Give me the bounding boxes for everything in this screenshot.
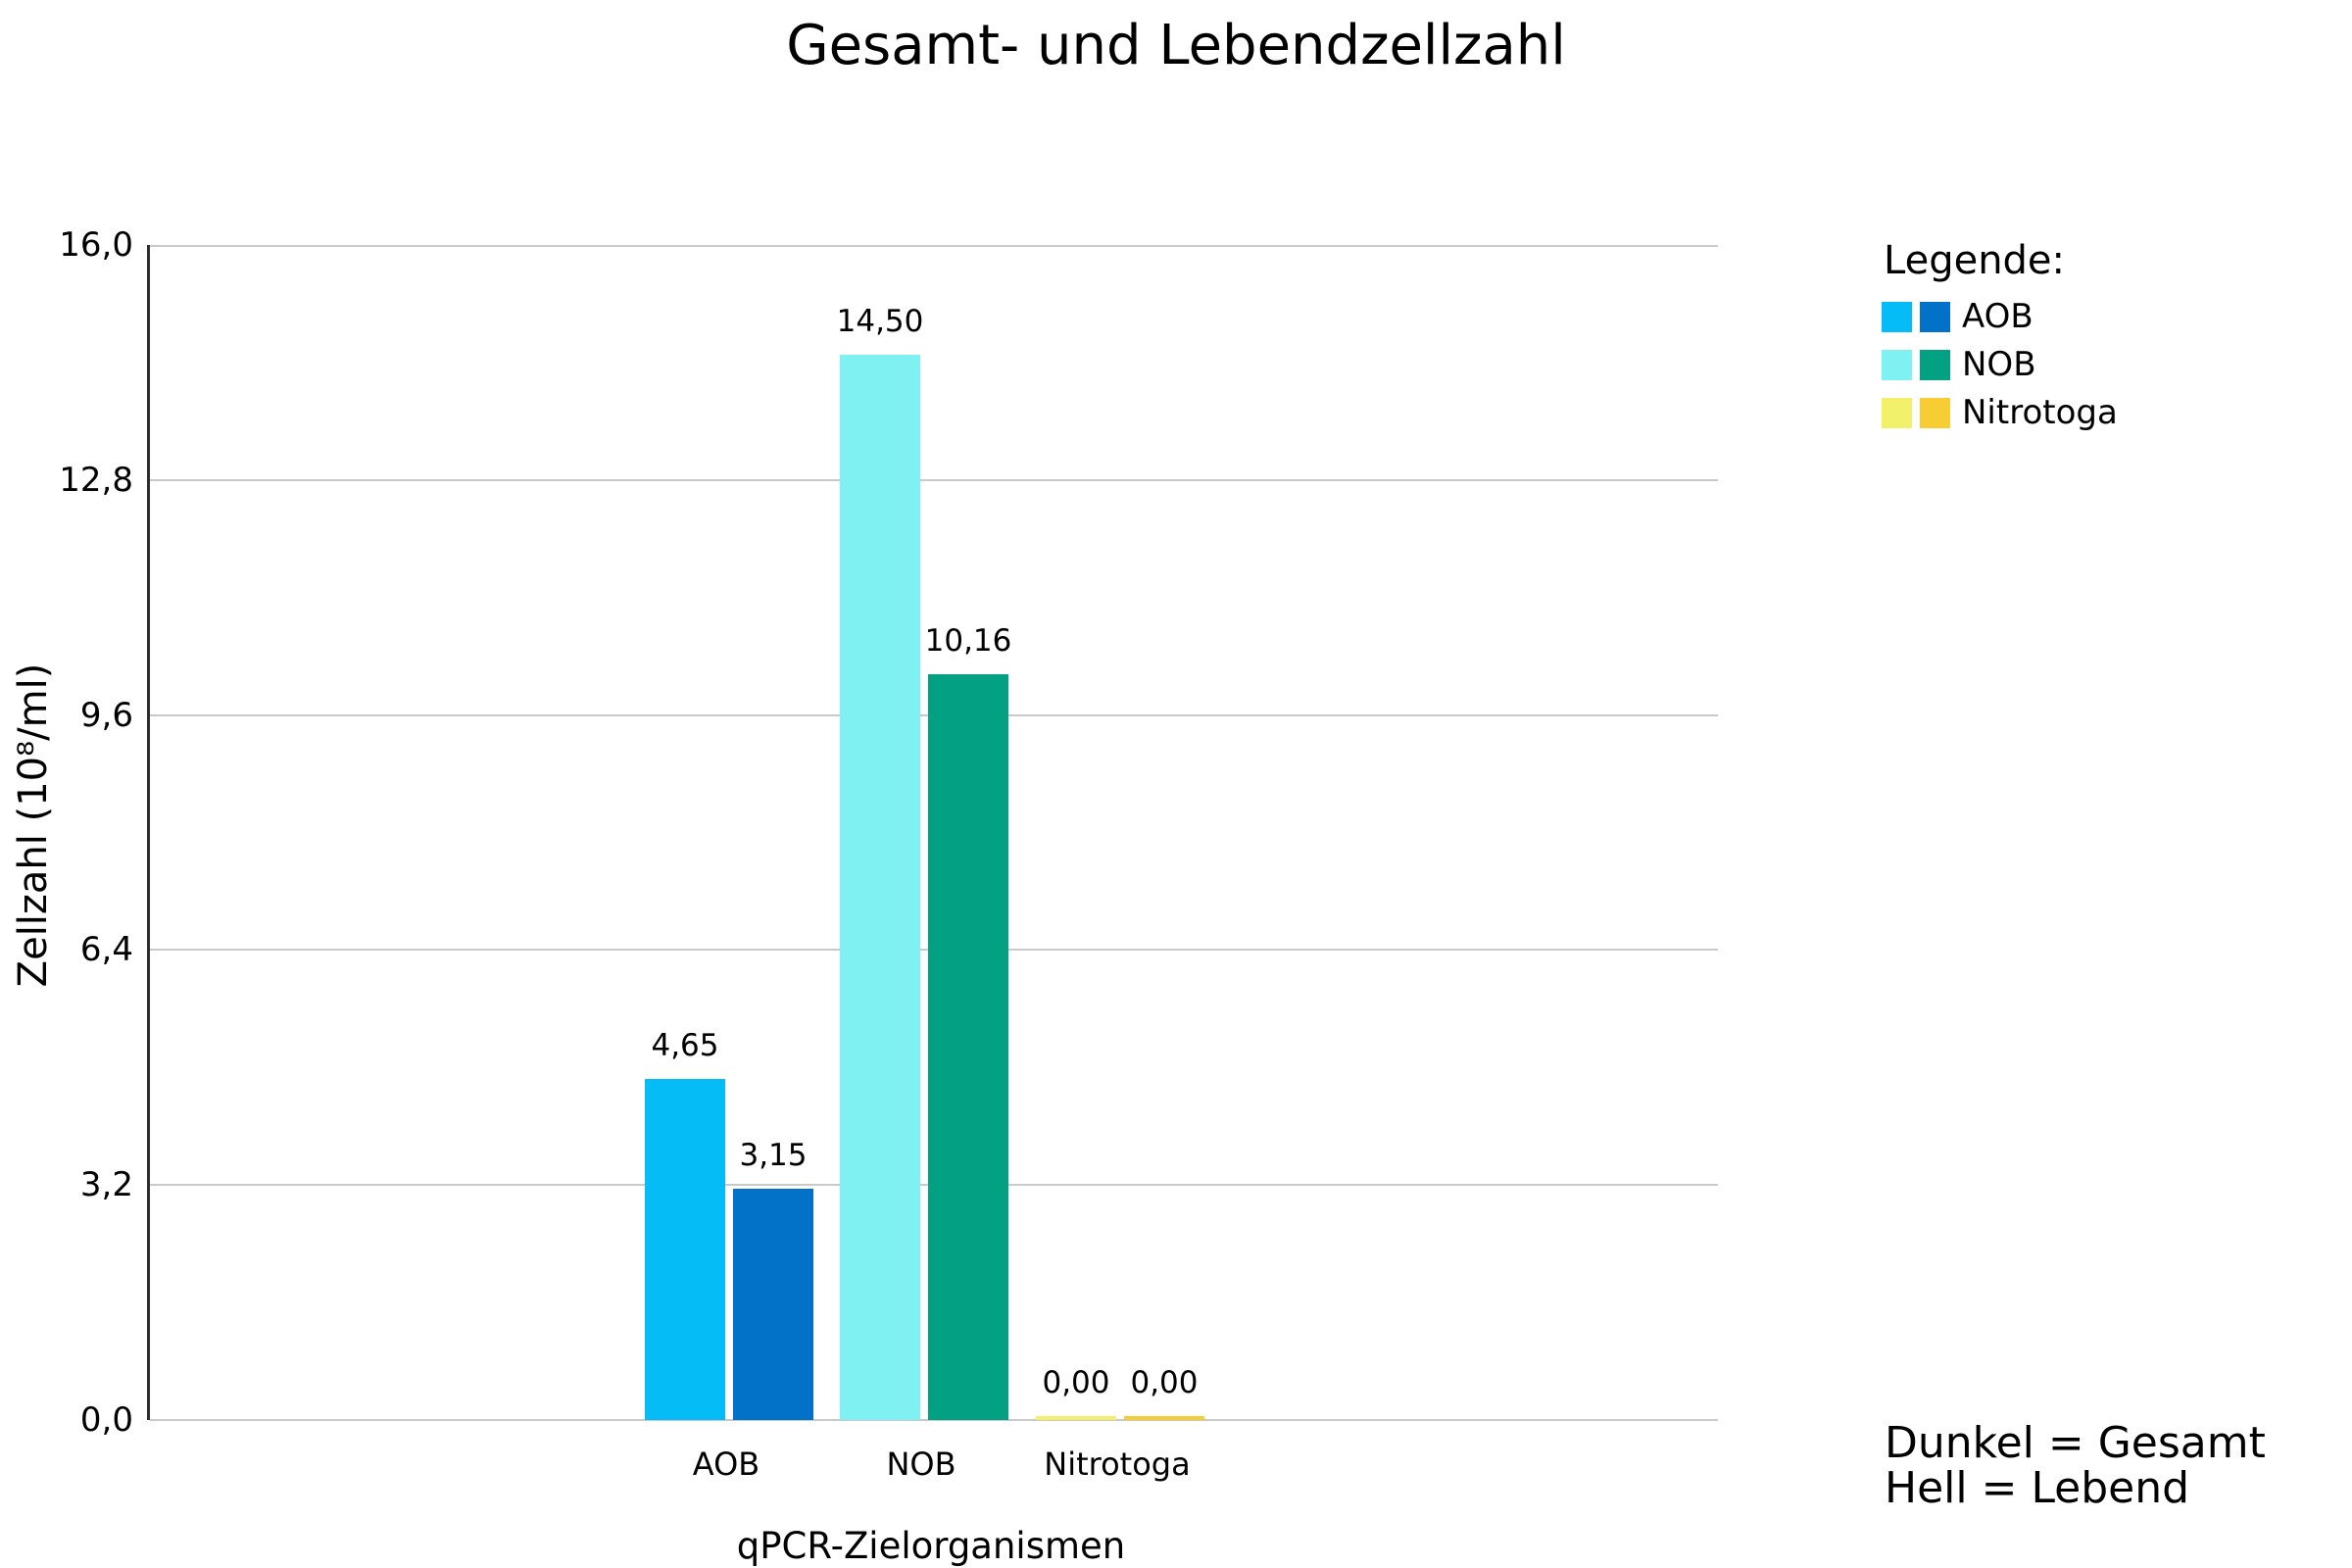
legend-swatch-light — [1882, 301, 1912, 332]
plot-area: 4,65 3,15 14,50 10,16 0,00 0,00 — [147, 245, 1718, 1421]
legend-item-label: NOB — [1962, 345, 2036, 384]
color-key-note: Dunkel = Gesamt Hell = Lebend — [1885, 1421, 2266, 1511]
bar-value-label: 0,00 — [1042, 1365, 1110, 1400]
bar-aob-dark — [733, 1188, 813, 1420]
bar-value-label: 14,50 — [836, 304, 924, 340]
bar-value-label: 10,16 — [924, 622, 1012, 659]
legend-swatch-dark — [1920, 397, 1950, 428]
bar-nitrotoga-dark — [1124, 1416, 1204, 1420]
gridline — [150, 245, 1718, 247]
gridline — [150, 1419, 1718, 1421]
legend-swatch-dark — [1920, 349, 1950, 380]
bar-nob-dark — [928, 673, 1008, 1420]
bar-value-label: 4,65 — [651, 1027, 719, 1063]
legend-row-nitrotoga: Nitrotoga — [1882, 393, 2118, 432]
x-tick-label-nob: NOB — [886, 1446, 956, 1483]
legend-swatch-dark — [1920, 301, 1950, 332]
x-tick-label-nitrotoga: Nitrotoga — [1044, 1446, 1191, 1483]
gridline — [150, 478, 1718, 481]
bar-nitrotoga-light — [1036, 1416, 1116, 1420]
y-tick-label: 16,0 — [59, 225, 133, 265]
legend-heading: Legende: — [1884, 238, 2066, 283]
x-tick-label-aob: AOB — [692, 1446, 760, 1483]
legend: Legende: AOB NOB Nitrotoga — [1882, 238, 2118, 445]
bar-value-label: 0,00 — [1130, 1365, 1199, 1400]
legend-swatch-light — [1882, 397, 1912, 428]
y-tick-label: 3,2 — [79, 1165, 133, 1205]
chart-title: Gesamt- und Lebendzellzahl — [786, 14, 1566, 77]
legend-item-label: AOB — [1962, 297, 2034, 336]
bar-value-label: 3,15 — [739, 1137, 808, 1173]
x-axis-title: qPCR-Zielorganismen — [736, 1525, 1126, 1567]
y-tick-label: 12,8 — [59, 460, 133, 500]
legend-row-nob: NOB — [1882, 345, 2118, 384]
y-tick-label: 0,0 — [79, 1400, 133, 1440]
y-tick-label: 9,6 — [79, 695, 133, 735]
legend-row-aob: AOB — [1882, 297, 2118, 336]
legend-rows: AOB NOB Nitrotoga — [1882, 297, 2118, 432]
bar-aob-light — [645, 1078, 725, 1420]
note-line-light: Hell = Lebend — [1885, 1462, 2190, 1513]
note-line-dark: Dunkel = Gesamt — [1885, 1418, 2266, 1468]
legend-item-label: Nitrotoga — [1962, 393, 2118, 432]
legend-swatch-light — [1882, 349, 1912, 380]
bar-nob-light — [840, 355, 920, 1420]
y-tick-label: 6,4 — [79, 930, 133, 970]
